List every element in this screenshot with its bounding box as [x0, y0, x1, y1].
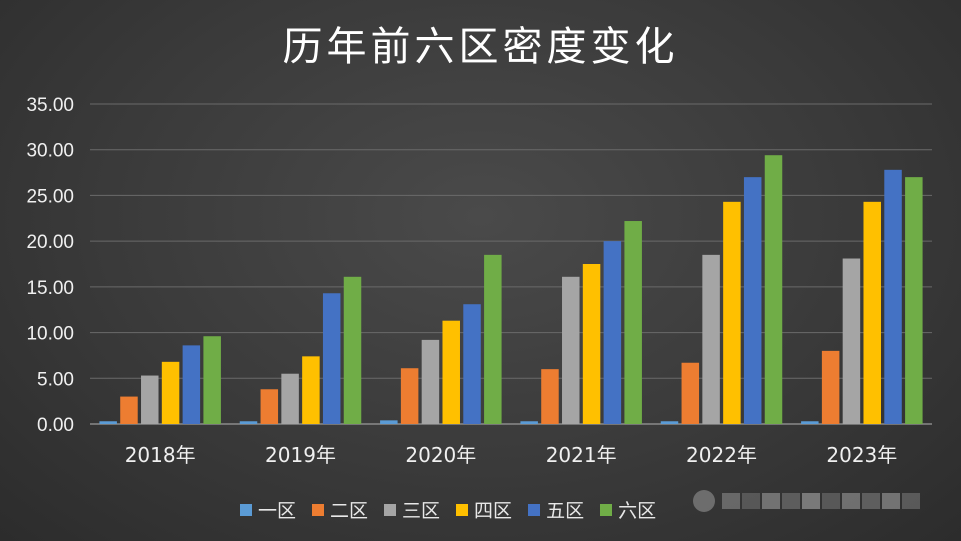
- bar: [801, 421, 819, 424]
- chart-title: 历年前六区密度变化: [282, 24, 679, 70]
- bar: [681, 362, 700, 424]
- legend-item: 六区: [600, 496, 656, 523]
- y-tick-label: 15.00: [26, 278, 74, 299]
- bar: [905, 177, 923, 424]
- legend-swatch: [600, 503, 613, 516]
- legend-label: 五区: [546, 500, 585, 522]
- legend-swatch: [384, 503, 397, 516]
- bar: [260, 389, 279, 424]
- bar: [322, 293, 341, 424]
- bar: [863, 201, 881, 424]
- bar: [141, 375, 159, 424]
- legend-item: 一区: [240, 496, 296, 523]
- y-tick-label: 30.00: [26, 141, 74, 162]
- legend-label: 二区: [330, 500, 369, 522]
- bar: [821, 350, 840, 424]
- y-tick-label: 25.00: [26, 186, 74, 207]
- legend: 一区 二区 三区 四区 五区 六区: [240, 496, 664, 523]
- bar: [421, 339, 440, 424]
- legend-swatch: [528, 503, 541, 516]
- bar: [343, 276, 362, 424]
- x-tick-label: 2021年: [546, 443, 617, 467]
- bar: [660, 421, 679, 424]
- x-tick-label: 2019年: [265, 443, 336, 467]
- bar: [743, 177, 762, 424]
- y-tick-label: 20.00: [26, 232, 74, 253]
- x-tick-label: 2023年: [826, 443, 897, 467]
- legend-item: 二区: [312, 496, 368, 523]
- x-tick-label: 2018年: [125, 443, 196, 467]
- bar: [582, 264, 601, 424]
- bar: [161, 361, 180, 424]
- bar: [442, 320, 460, 424]
- legend-swatch: [240, 503, 252, 516]
- bar: [624, 221, 642, 424]
- bar: [764, 155, 783, 424]
- legend-swatch: [312, 503, 325, 516]
- bar: [603, 241, 622, 424]
- y-tick-label: 0.00: [37, 415, 74, 436]
- legend-item: 四区: [456, 496, 512, 523]
- bar: [463, 304, 481, 424]
- bar: [723, 201, 741, 424]
- bar: [541, 369, 559, 424]
- bar: [302, 356, 320, 424]
- bar: [884, 169, 902, 424]
- x-tick-label: 2020年: [405, 443, 476, 467]
- bar: [99, 421, 117, 424]
- legend-item: 三区: [384, 496, 440, 523]
- x-tick-label: 2022年: [686, 443, 757, 467]
- legend-swatch: [456, 503, 469, 516]
- legend-label: 四区: [474, 500, 513, 522]
- bar: [281, 373, 299, 424]
- bar: [182, 345, 201, 424]
- y-tick-label: 5.00: [37, 369, 74, 390]
- bar: [380, 420, 398, 424]
- bar: [203, 336, 221, 424]
- legend-label: 六区: [618, 500, 657, 522]
- bar: [842, 258, 861, 424]
- bar: [400, 368, 419, 424]
- legend-label: 一区: [258, 500, 297, 522]
- y-tick-label: 10.00: [26, 324, 74, 345]
- y-tick-label: 35.00: [26, 95, 74, 116]
- bar: [484, 254, 502, 424]
- bar: [120, 396, 138, 424]
- legend-label: 三区: [402, 500, 441, 522]
- bar: [520, 421, 538, 424]
- bar: [562, 276, 580, 424]
- legend-item: 五区: [528, 496, 584, 523]
- bar: [239, 421, 258, 424]
- bar: [702, 254, 720, 424]
- blurred-watermark: [693, 490, 920, 512]
